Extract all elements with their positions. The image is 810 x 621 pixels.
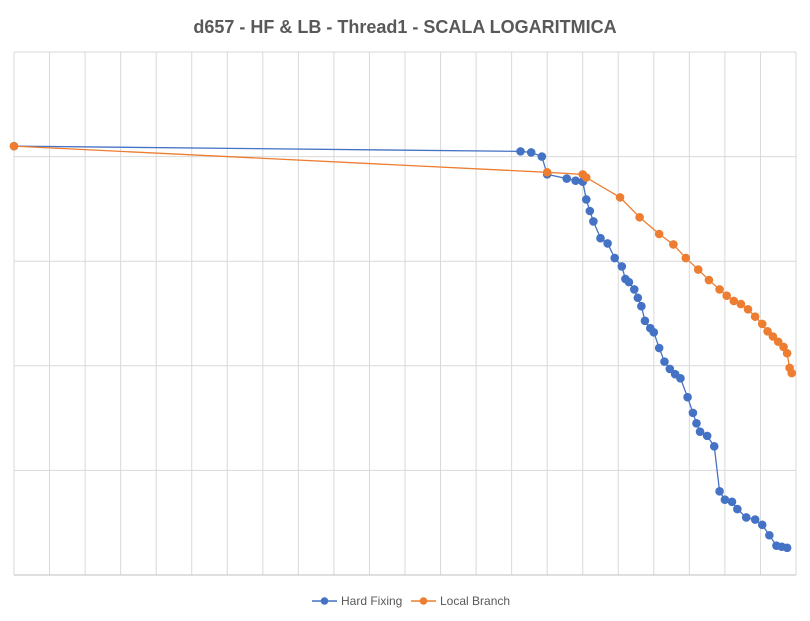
data-point-local-branch [743,305,753,314]
data-point-hard-fixing [676,374,685,383]
data-point-hard-fixing [660,357,669,366]
legend-marker-local-branch [419,597,428,605]
data-point-hard-fixing [665,364,675,374]
data-point-local-branch [779,342,788,352]
data-point-local-branch [615,193,625,202]
data-point-hard-fixing [624,277,634,287]
data-point-local-branch [635,212,644,222]
data-point-hard-fixing [702,431,712,441]
vertical-gridlines [13,52,797,575]
data-point-hard-fixing [654,343,664,353]
series-line-hard-fixing [13,145,788,549]
data-point-local-branch [9,141,19,151]
data-point-local-branch [773,337,783,347]
data-point-hard-fixing [683,392,692,402]
data-point-hard-fixing [765,530,774,540]
series-layer [9,141,797,553]
data-point-hard-fixing [695,427,705,436]
data-point-hard-fixing [750,515,760,524]
data-point-hard-fixing [692,419,701,428]
data-point-hard-fixing [562,174,572,183]
data-point-local-branch [715,285,724,294]
data-point-hard-fixing [633,293,643,303]
data-point-local-branch [681,253,691,263]
data-point-local-branch [787,368,797,378]
legend-label-local-branch: Local Branch [440,594,510,608]
data-point-local-branch [750,312,760,321]
data-point-local-branch [763,326,772,336]
data-point-hard-fixing [720,495,730,504]
series-local-branch [9,141,797,378]
horizontal-gridlines [14,51,796,576]
data-point-hard-fixing [715,487,724,496]
data-point-local-branch [768,332,778,341]
data-point-local-branch [729,296,739,306]
data-point-hard-fixing [596,233,605,243]
data-point-local-branch [654,229,664,239]
data-point-hard-fixing [709,442,719,451]
data-point-hard-fixing [603,239,612,248]
series-hard-fixing [9,141,792,553]
data-point-local-branch [693,265,703,274]
data-point-hard-fixing [782,543,792,553]
legend-item-local-branch: Local Branch [411,594,510,608]
data-point-hard-fixing [581,195,591,204]
data-point-hard-fixing [537,152,547,161]
data-point-hard-fixing [649,328,659,337]
data-point-hard-fixing [640,316,650,326]
data-point-local-branch [722,291,731,301]
data-point-local-branch [704,275,714,285]
data-point-hard-fixing [727,497,737,507]
legend: Hard Fixing Local Branch [312,594,510,608]
data-point-hard-fixing [585,206,595,216]
chart-title: d657 - HF & LB - Thread1 - SCALA LOGARIT… [193,17,616,37]
data-point-hard-fixing [589,217,598,226]
data-point-local-branch [669,240,678,249]
legend-item-hard-fixing: Hard Fixing [312,594,402,608]
data-point-hard-fixing [741,513,751,522]
data-point-hard-fixing [757,520,767,530]
legend-marker-hard-fixing [320,597,329,605]
data-point-local-branch [542,167,552,177]
data-point-hard-fixing [571,176,580,185]
data-point-local-branch [736,299,746,309]
data-point-local-branch [757,319,767,329]
data-point-hard-fixing [610,253,620,263]
data-point-hard-fixing [688,408,698,418]
legend-label-hard-fixing: Hard Fixing [341,594,402,608]
series-line-local-branch [13,145,793,374]
data-point-hard-fixing [617,262,627,271]
data-point-hard-fixing [526,148,536,157]
data-point-hard-fixing [733,504,742,514]
data-point-hard-fixing [629,285,639,294]
data-point-hard-fixing [516,147,525,156]
data-point-hard-fixing [637,301,646,311]
data-point-local-branch [581,173,591,182]
data-point-local-branch [782,348,792,358]
